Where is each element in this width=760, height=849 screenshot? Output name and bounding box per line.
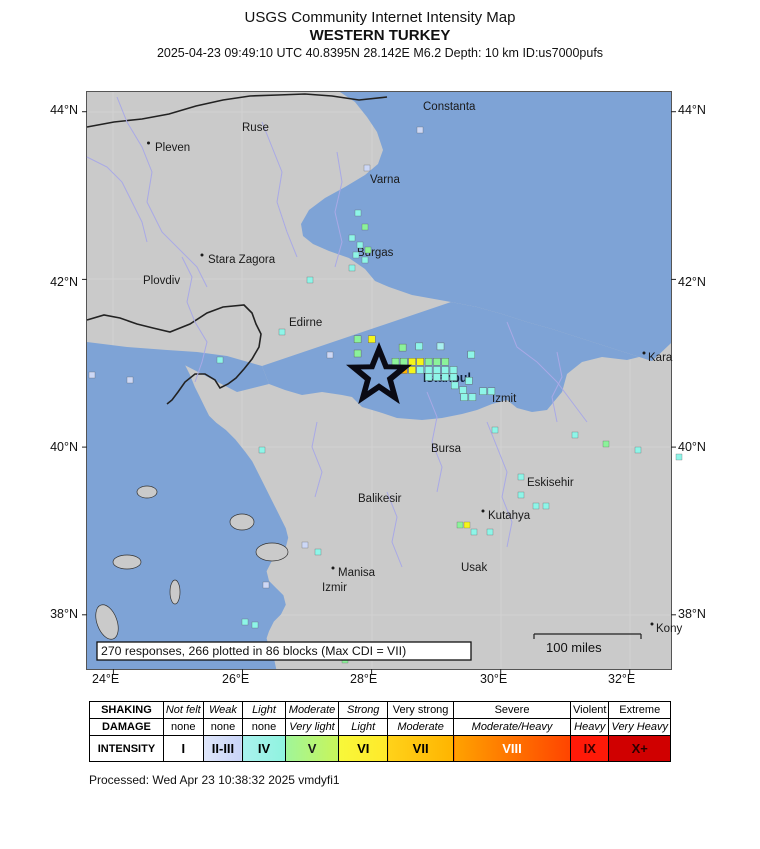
svg-text:Manisa: Manisa [338, 567, 376, 579]
svg-text:Plovdiv: Plovdiv [143, 275, 180, 287]
svg-text:270 responses, 266 plotted in: 270 responses, 266 plotted in 86 blocks … [101, 644, 406, 658]
svg-text:Balikesir: Balikesir [358, 493, 402, 505]
svg-text:Pleven: Pleven [155, 142, 190, 154]
svg-text:Stara Zagora: Stara Zagora [208, 254, 276, 266]
svg-text:100 miles: 100 miles [546, 640, 602, 655]
svg-text:Kony: Kony [656, 623, 682, 635]
svg-text:Kara: Kara [648, 352, 673, 364]
svg-text:Kutahya: Kutahya [488, 510, 531, 522]
svg-text:Bursa: Bursa [431, 443, 462, 455]
svg-text:Eskisehir: Eskisehir [527, 477, 574, 489]
svg-text:Ruse: Ruse [242, 122, 269, 134]
svg-text:Izmit: Izmit [492, 393, 517, 405]
svg-text:Edirne: Edirne [289, 317, 322, 329]
svg-text:Usak: Usak [461, 562, 487, 574]
svg-text:Izmir: Izmir [322, 582, 347, 594]
svg-text:Varna: Varna [370, 174, 400, 186]
svg-text:Constanta: Constanta [423, 101, 476, 113]
